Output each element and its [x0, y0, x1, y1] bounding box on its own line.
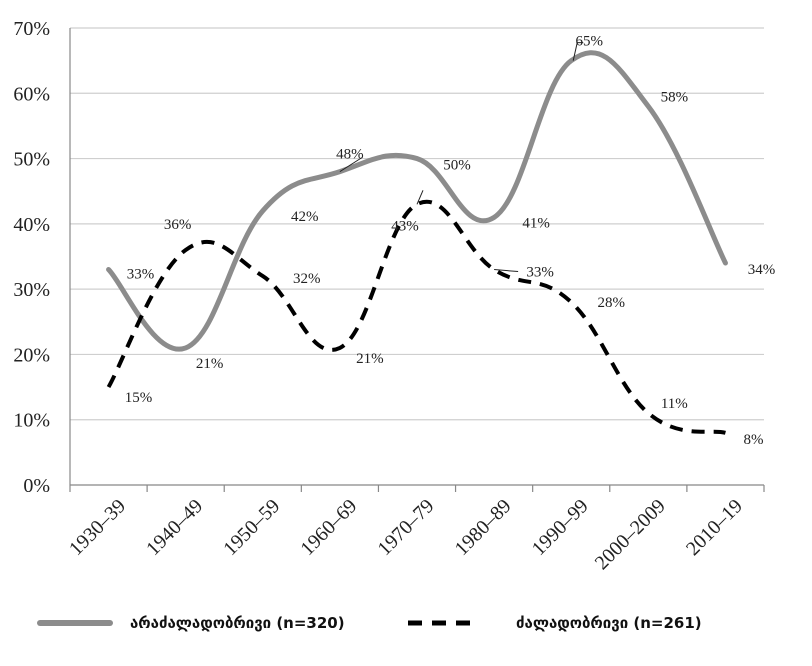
x-tick-label: 1990–99: [528, 495, 593, 560]
data-label-violent: 11%: [661, 396, 688, 412]
data-label-violent: 15%: [125, 390, 153, 406]
data-label-violent: 8%: [743, 432, 763, 448]
x-axis-ticks: 1930–39 1940–49 1950–59 1960–69 1970–79 1980–…: [65, 495, 747, 574]
y-tick-label: 40%: [13, 214, 50, 236]
label-leader-line: [572, 42, 578, 61]
data-labels: 33% 21% 42% 48% 50% 41% 65% 58% 34% 15% 36% 32% 21% 4…: [125, 34, 775, 448]
data-label-nonviolent: 50%: [443, 158, 471, 174]
x-tick-label: 2010–19: [682, 495, 747, 560]
y-tick-label: 0%: [23, 475, 50, 497]
data-label-violent: 28%: [597, 295, 625, 311]
data-label-nonviolent: 65%: [575, 34, 603, 50]
x-tick-label: 1930–39: [65, 495, 130, 560]
series-lines: [106, 50, 728, 435]
x-tick-label: 1940–49: [142, 495, 207, 560]
x-tick-label: 1970–79: [373, 495, 438, 560]
data-label-nonviolent: 34%: [748, 262, 776, 278]
data-label-violent: 32%: [293, 271, 321, 287]
legend: არაძალადობრივი (n=320) ძალადობრივი (n=26…: [37, 614, 702, 632]
series-line-violent: [106, 199, 726, 435]
y-tick-label: 10%: [13, 410, 50, 432]
data-label-nonviolent: 48%: [336, 147, 364, 163]
legend-label-nonviolent: არაძალადობრივი (n=320): [130, 614, 345, 632]
label-leader-line: [339, 157, 363, 173]
y-tick-label: 60%: [13, 83, 50, 105]
y-tick-label: 70%: [13, 18, 50, 40]
data-label-violent: 43%: [391, 218, 419, 234]
data-label-nonviolent: 58%: [661, 89, 689, 105]
y-axis-ticks: 0% 10% 20% 30% 40% 50% 60% 70%: [13, 18, 50, 497]
x-tick-label: 1980–89: [451, 495, 516, 560]
axes: [69, 28, 765, 492]
data-label-nonviolent: 21%: [196, 356, 224, 372]
x-tick-label: 2000–2009: [591, 495, 670, 574]
data-label-nonviolent: 42%: [291, 209, 319, 225]
y-tick-label: 20%: [13, 344, 50, 366]
data-label-nonviolent: 41%: [522, 215, 550, 231]
label-leader-line: [494, 269, 519, 273]
y-tick-label: 30%: [13, 279, 50, 301]
x-tick-label: 1950–59: [219, 495, 284, 560]
data-label-nonviolent: 33%: [127, 267, 155, 283]
legend-label-violent: ძალადობრივი (n=261): [516, 614, 702, 632]
data-label-violent: 33%: [526, 265, 554, 281]
x-tick-label: 1960–69: [296, 495, 361, 560]
label-leader-line: [416, 190, 424, 205]
series-line-nonviolent: [106, 50, 728, 352]
data-label-violent: 36%: [164, 217, 192, 233]
y-tick-label: 50%: [13, 149, 50, 171]
data-label-violent: 21%: [356, 351, 384, 367]
